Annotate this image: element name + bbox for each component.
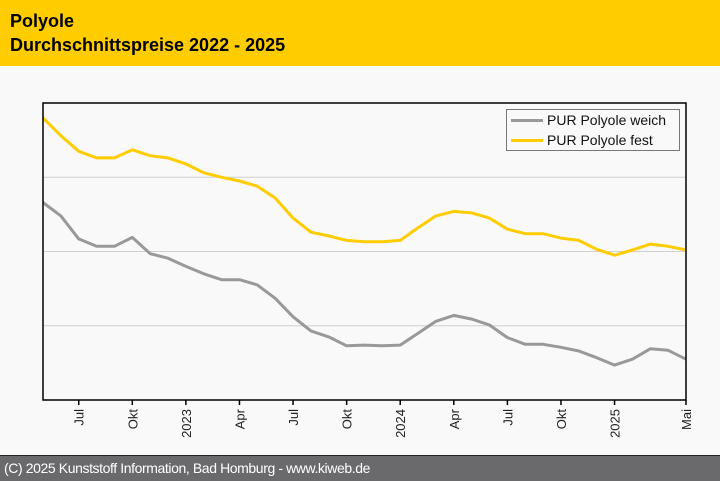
x-tick-label: Jul [500, 409, 515, 426]
x-tick-label: Okt [554, 409, 569, 430]
x-tick-label: Jul [286, 409, 301, 426]
legend: PUR Polyole weich PUR Polyole fest [506, 109, 680, 151]
legend-swatch-fest [511, 139, 543, 142]
series-line-weich [43, 203, 686, 366]
x-tick-label: 2025 [608, 409, 623, 438]
x-tick-label: Okt [340, 409, 355, 430]
footer: (C) 2025 Kunststoff Information, Bad Hom… [0, 455, 720, 481]
legend-label-weich: PUR Polyole weich [547, 111, 666, 129]
x-tick-label: Jul [72, 409, 87, 426]
x-tick-label: Okt [125, 409, 140, 430]
legend-item-fest: PUR Polyole fest [507, 131, 679, 149]
legend-swatch-weich [511, 119, 543, 122]
copyright-text: (C) 2025 Kunststoff Information, Bad Hom… [4, 460, 370, 476]
x-tick-label: 2024 [393, 409, 408, 438]
x-tick-label: Mai [679, 409, 694, 430]
x-axis-ticks: Jul Okt 2023 Apr Jul Okt 2024 Apr Jul Okt 2025 Mai [72, 400, 694, 438]
x-tick-label: Apr [232, 408, 247, 429]
series-lines [43, 118, 686, 365]
legend-item-weich: PUR Polyole weich [507, 111, 679, 129]
gridlines [43, 177, 686, 326]
x-tick-label: Apr [447, 408, 462, 429]
x-tick-label: 2023 [179, 409, 194, 438]
legend-label-fest: PUR Polyole fest [547, 131, 653, 149]
